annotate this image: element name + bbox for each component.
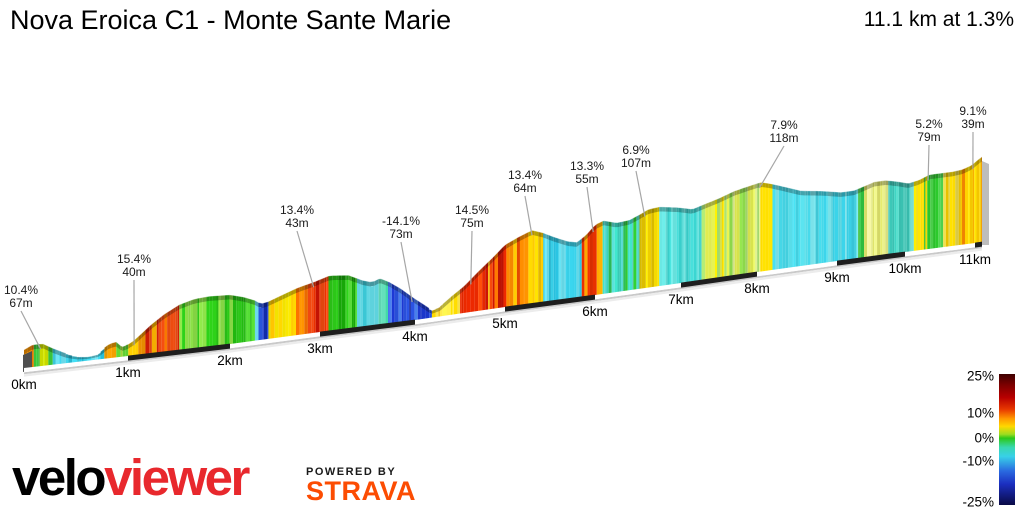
km-tick-label: 11km [959, 252, 991, 267]
distance-axis [24, 241, 982, 377]
legend-color-bar [999, 374, 1015, 505]
km-tick-label: 3km [307, 341, 333, 356]
legend-tick-label: -25% [962, 495, 994, 510]
annotation-length-label: 118m [769, 131, 798, 145]
annotation-length-label: 73m [389, 227, 412, 241]
annotation-length-label: 107m [621, 156, 651, 170]
legend-tick-label: 0% [974, 431, 994, 446]
veloviewer-logo: veloviewer [12, 449, 250, 506]
annotation-length-label: 79m [917, 130, 940, 144]
route-summary: 11.1 km at 1.3% [863, 8, 1014, 31]
page-title: Nova Eroica C1 - Monte Sante Marie [10, 5, 452, 35]
annotation-length-label: 40m [122, 265, 145, 279]
annotation-gradient-label: 13.3% [570, 159, 604, 173]
km-tick-label: 9km [824, 270, 850, 285]
gradient-stripes [23, 156, 983, 371]
km-tick-label: 4km [402, 329, 428, 344]
strava-attribution: POWERED BY STRAVA [306, 466, 416, 505]
annotation-gradient-label: 7.9% [770, 118, 798, 132]
logo-velo-text: velo [12, 449, 107, 506]
annotation-pointer-line [524, 195, 533, 236]
km-tick-labels: 0km 1km 2km 3km 4km 5km 6km 7km 8km 9km 10km 11km [11, 252, 991, 392]
logo-viewer-text: viewer [104, 449, 250, 506]
profile-top-highlight [23, 156, 983, 358]
annotation-gradient-label: 13.4% [508, 168, 542, 182]
annotation-length-label: 43m [285, 216, 308, 230]
km-tick-label: 0km [11, 377, 37, 392]
annotation-pointer-line [296, 230, 315, 288]
annotation-pointer-line [20, 310, 42, 350]
annotation-length-label: 67m [9, 296, 32, 310]
annotation-length-label: 64m [513, 181, 536, 195]
annotation-gradient-label: 9.1% [959, 104, 987, 118]
km-tick-label: 5km [492, 316, 518, 331]
annotation-gradient-label: 15.4% [117, 252, 151, 266]
annotation-pointer-line [586, 186, 594, 233]
km-tick-label: 8km [744, 281, 770, 296]
profile-left-cap [23, 351, 32, 372]
km-tick-label: 7km [668, 292, 694, 307]
annotation-pointer-line [635, 170, 646, 217]
annotation-gradient-label: 13.4% [280, 203, 314, 217]
annotation-gradient-label: 6.9% [622, 143, 650, 157]
annotation-gradient-label: 14.5% [455, 203, 489, 217]
annotation-gradient-label: -14.1% [382, 214, 420, 228]
annotation-length-label: 75m [460, 216, 483, 230]
km-tick-label: 6km [582, 304, 608, 319]
km-tick-label: 1km [115, 365, 141, 380]
annotation-pointer-line [927, 144, 930, 181]
annotation-gradient-label: 5.2% [915, 117, 943, 131]
km-tick-label: 2km [217, 353, 243, 368]
annotation-length-label: 39m [961, 117, 984, 131]
annotation-pointer-line [758, 145, 785, 189]
annotation-length-label: 55m [575, 172, 598, 186]
powered-by-label: POWERED BY [306, 466, 397, 478]
strava-logo-text: STRAVA [306, 476, 416, 506]
km-tick-label: 10km [888, 261, 921, 276]
legend-tick-label: 25% [967, 369, 994, 384]
legend-tick-label: -10% [962, 454, 994, 469]
profile-right-cap [982, 161, 989, 245]
annotation-pointer-line [470, 230, 473, 285]
annotation-gradient-label: 10.4% [4, 283, 38, 297]
annotation-pointer-line [400, 241, 413, 303]
gradient-legend: 25% 10% 0% -10% -25% [962, 369, 1015, 510]
legend-tick-label: 10% [967, 406, 994, 421]
